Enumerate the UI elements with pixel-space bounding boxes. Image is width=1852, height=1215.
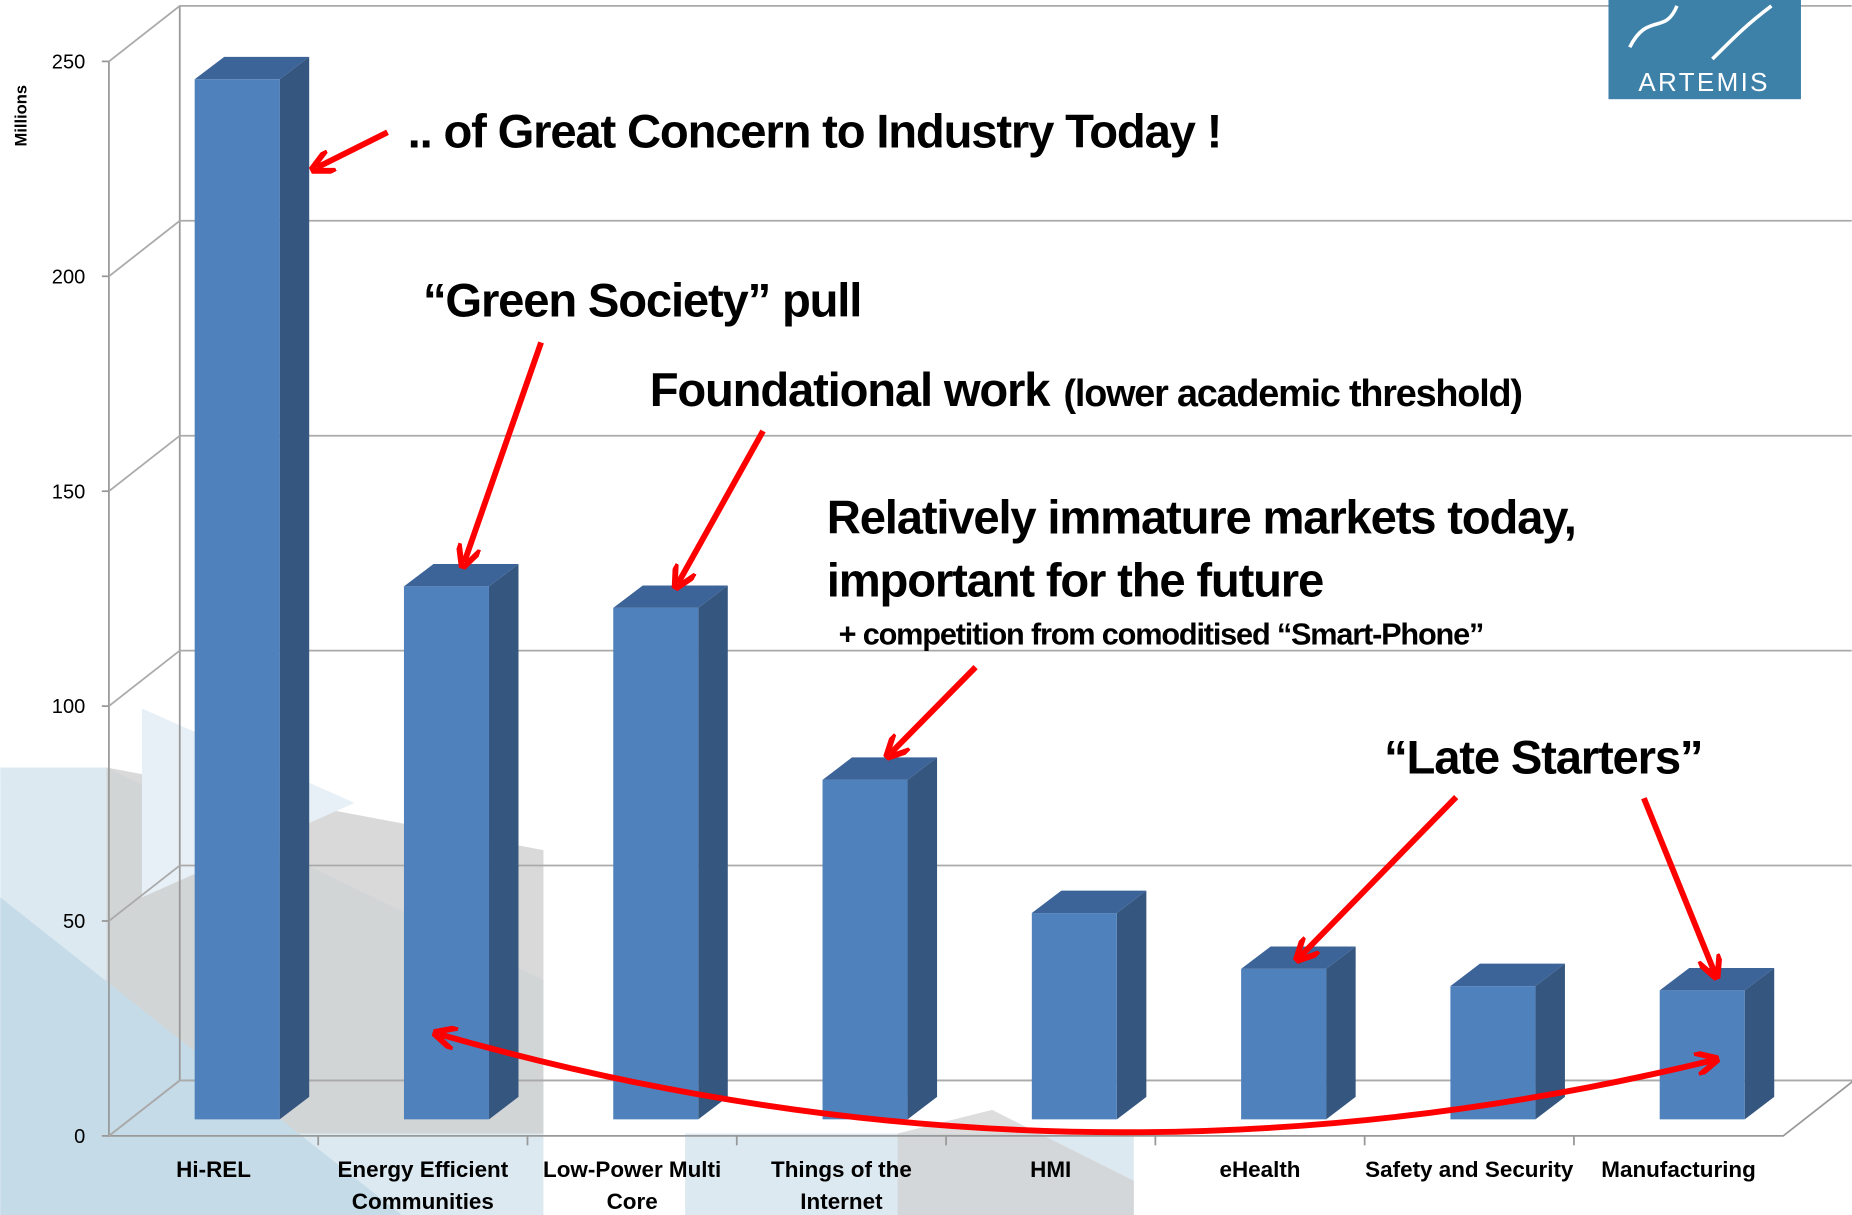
arrow (1641, 797, 1715, 973)
bar-side (1326, 946, 1356, 1120)
x-tick-label: eHealth (1219, 1158, 1301, 1184)
y-tick-label: 200 (52, 266, 85, 288)
grid-line (108, 864, 1852, 922)
arrow (464, 341, 544, 562)
bar-side (907, 757, 938, 1120)
bar-top (1450, 963, 1565, 987)
arrow (678, 429, 766, 583)
annotation: “Late Starters” (1384, 731, 1702, 784)
bar-side (698, 585, 728, 1120)
annotation: .. of Great Concern to Industry Today ! (408, 106, 1222, 159)
x-tick-label: Energy Efficient Communities (337, 1158, 509, 1215)
arrows (317, 129, 1715, 1136)
grid-line (108, 434, 1852, 492)
y-tick-label: 150 (52, 481, 85, 503)
x-tick-label-box: Low-Power Multi Core (543, 1158, 722, 1215)
x-tick-label: Safety and Security (1365, 1158, 1574, 1184)
bar (1031, 913, 1117, 1120)
bar-group (194, 56, 310, 1120)
x-tick-label-box: Hi-REL (176, 1158, 251, 1184)
logo-box (1608, 0, 1801, 100)
y-tick-label: 100 (52, 696, 85, 718)
background-shapes (0, 708, 1134, 1215)
logo: ARTEMIS (1608, 0, 1801, 100)
bar (822, 779, 908, 1120)
bar-top (403, 563, 519, 587)
bar-group (403, 563, 519, 1120)
x-tick-label: HMI (1030, 1158, 1072, 1184)
x-tick-label: Manufacturing (1601, 1158, 1756, 1184)
x-tick-label-box: eHealth (1219, 1158, 1301, 1184)
bar (613, 607, 699, 1120)
bar (403, 586, 489, 1120)
annotation: Foundational work (lower academic thresho… (650, 364, 1522, 417)
annotations: .. of Great Concern to Industry Today ! … (408, 106, 1704, 785)
bar (194, 79, 280, 1120)
y-tick-label: 50 (63, 911, 85, 933)
annotation-part: (lower academic threshold) (1064, 373, 1522, 415)
bar-side (279, 56, 310, 1120)
x-tick-label: Low-Power Multi Core (543, 1158, 722, 1215)
bar-group (822, 757, 938, 1120)
y-tick-label: 250 (52, 51, 85, 73)
arrow (1300, 794, 1459, 956)
bar-group (1241, 946, 1356, 1120)
annotation: “Green Society” pull (423, 274, 861, 327)
logo-text: ARTEMIS (1638, 67, 1770, 97)
arrow (317, 129, 389, 167)
bar-top (613, 585, 728, 608)
y-tick-label: 0 (74, 1126, 85, 1148)
x-tick-label-box: Things of the Internet (771, 1158, 912, 1215)
curved-arrow (440, 1034, 1713, 1136)
x-tick-label-box: Safety and Security (1365, 1158, 1574, 1184)
y-axis-label: Millions (11, 85, 30, 146)
grid-line (108, 649, 1852, 707)
bar-group (613, 585, 728, 1120)
logo-figure (1628, 4, 1773, 61)
bar-side (1116, 890, 1147, 1120)
x-tick-label-box: Manufacturing (1601, 1158, 1756, 1184)
bar-top (194, 56, 310, 80)
x-tick-label: Hi-REL (176, 1158, 251, 1184)
arrow (891, 665, 978, 753)
annotation-part: Foundational work (650, 364, 1052, 417)
grid: 0 50 100 150 200 250 (52, 5, 1852, 1148)
bar-top (1031, 890, 1147, 914)
annotation: important for the future (827, 554, 1323, 607)
bar (1241, 968, 1327, 1120)
x-tick-label-box: HMI (1030, 1158, 1072, 1184)
annotation: Relatively immature markets today, (827, 492, 1576, 545)
x-tick-label-box: Energy Efficient Communities (337, 1158, 509, 1215)
bar-side (488, 563, 519, 1120)
bar-side (1744, 967, 1775, 1120)
grid-line (108, 5, 1852, 63)
x-tick-label: Things of the Internet (771, 1158, 912, 1215)
bar-group (1031, 890, 1147, 1120)
annotation: + competition from comoditised “Smart-Ph… (839, 617, 1484, 652)
grid-line (108, 219, 1852, 277)
bar (1659, 990, 1745, 1120)
bar-group (1659, 967, 1775, 1120)
